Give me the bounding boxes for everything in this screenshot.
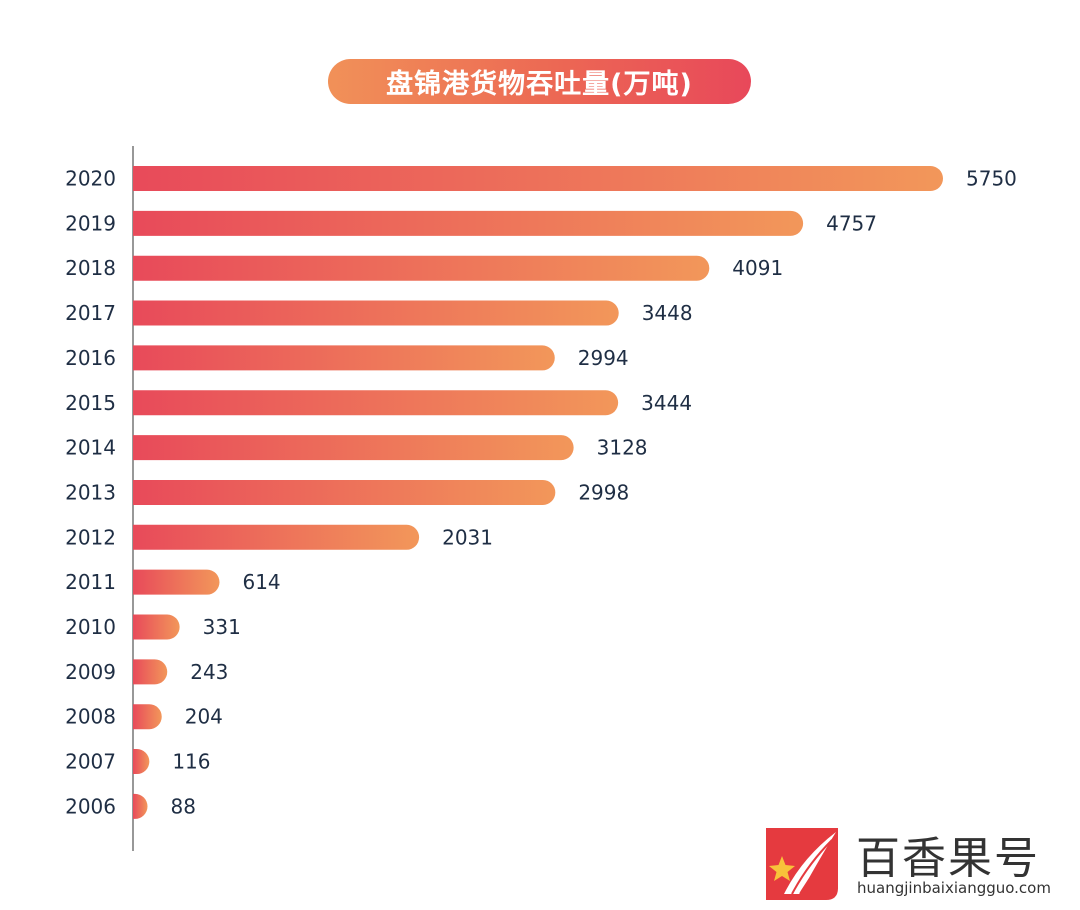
value-label-2006: 88 [171,794,196,818]
bar-2012 [133,524,420,550]
value-label-2018: 4091 [732,256,783,280]
bar-2006 [133,793,148,819]
bar-2015 [133,390,619,416]
year-label-2019: 2019 [65,211,116,235]
bar-2014 [133,435,574,461]
value-label-2014: 3128 [597,436,648,460]
value-label-2016: 2994 [578,346,629,370]
value-label-2015: 3444 [641,391,692,415]
bar-2020 [133,166,943,191]
bar-2010 [133,614,180,640]
bars-group [133,166,943,819]
year-label-2018: 2018 [65,256,116,280]
year-label-2017: 2017 [65,301,116,325]
value-label-2007: 116 [172,750,210,774]
year-label-2009: 2009 [65,660,116,684]
value-label-2008: 204 [185,705,223,729]
value-label-2019: 4757 [826,211,877,235]
value-label-2013: 2998 [578,480,629,504]
value-labels-group: 5750 4757 4091 3448 2994 3444 3128 2998 2031 6143… [171,167,1017,819]
bar-2008 [133,704,162,730]
bar-2016 [133,345,555,371]
year-label-2012: 2012 [65,525,116,549]
year-labels-group: 2020 2019 2018 2017 2016 2015 2014 2013 2012 2011… [65,167,116,819]
year-label-2011: 2011 [65,570,116,594]
bar-2009 [133,659,168,685]
bar-2011 [133,569,220,595]
value-label-2009: 243 [190,660,228,684]
bar-2007 [133,749,150,775]
year-label-2016: 2016 [65,346,116,370]
chart-title: 盘锦港货物吞吐量(万吨) [328,59,751,104]
watermark: 百香果号 huangjinbaixiangguo.com [762,824,1062,904]
year-label-2010: 2010 [65,615,116,639]
year-label-2015: 2015 [65,391,116,415]
bar-2019 [133,210,804,236]
year-label-2006: 2006 [65,794,116,818]
value-label-2010: 331 [203,615,241,639]
value-label-2012: 2031 [442,525,493,549]
bar-2013 [133,479,556,505]
year-label-2008: 2008 [65,705,116,729]
year-label-2020: 2020 [65,167,116,191]
watermark-url: huangjinbaixiangguo.com [857,879,1051,897]
value-label-2020: 5750 [966,167,1017,191]
year-label-2013: 2013 [65,480,116,504]
year-label-2014: 2014 [65,436,116,460]
bar-2018 [133,255,710,281]
baixiangguo-logo-icon [766,828,838,900]
value-label-2011: 614 [242,570,280,594]
bar-2017 [133,300,619,326]
year-label-2007: 2007 [65,750,116,774]
value-label-2017: 3448 [642,301,693,325]
watermark-name: 百香果号 [856,833,1040,884]
